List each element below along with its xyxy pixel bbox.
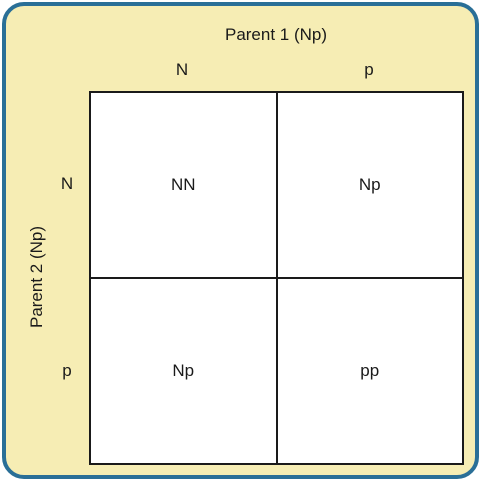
cell-p-p: pp (276, 278, 462, 463)
cell-n-n: NN (91, 93, 277, 278)
parent1-title: Parent 1 (Np) (224, 25, 328, 44)
genotype-label: Np (358, 175, 381, 194)
parent2-allele-2: p (62, 361, 72, 380)
parent1-allele-1: N (175, 60, 189, 79)
cell-p-n: Np (91, 278, 277, 463)
cell-n-p: Np (276, 93, 462, 278)
punnett-grid: NN Np Np pp (89, 91, 464, 465)
parent2-title: Parent 2 (Np) (27, 225, 46, 329)
genotype-label: NN (170, 175, 196, 194)
parent1-allele-2: p (364, 60, 374, 79)
parent2-allele-1: N (60, 174, 74, 193)
genotype-label: Np (172, 361, 195, 380)
genotype-label: pp (360, 361, 380, 380)
